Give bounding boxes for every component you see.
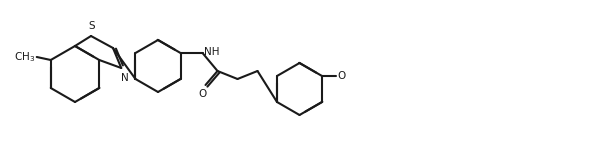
Text: O: O [198, 89, 207, 99]
Text: N: N [121, 73, 129, 83]
Text: NH: NH [204, 47, 219, 57]
Text: O: O [337, 71, 345, 81]
Text: $\mathregular{CH_3}$: $\mathregular{CH_3}$ [14, 50, 35, 64]
Text: S: S [89, 21, 95, 31]
